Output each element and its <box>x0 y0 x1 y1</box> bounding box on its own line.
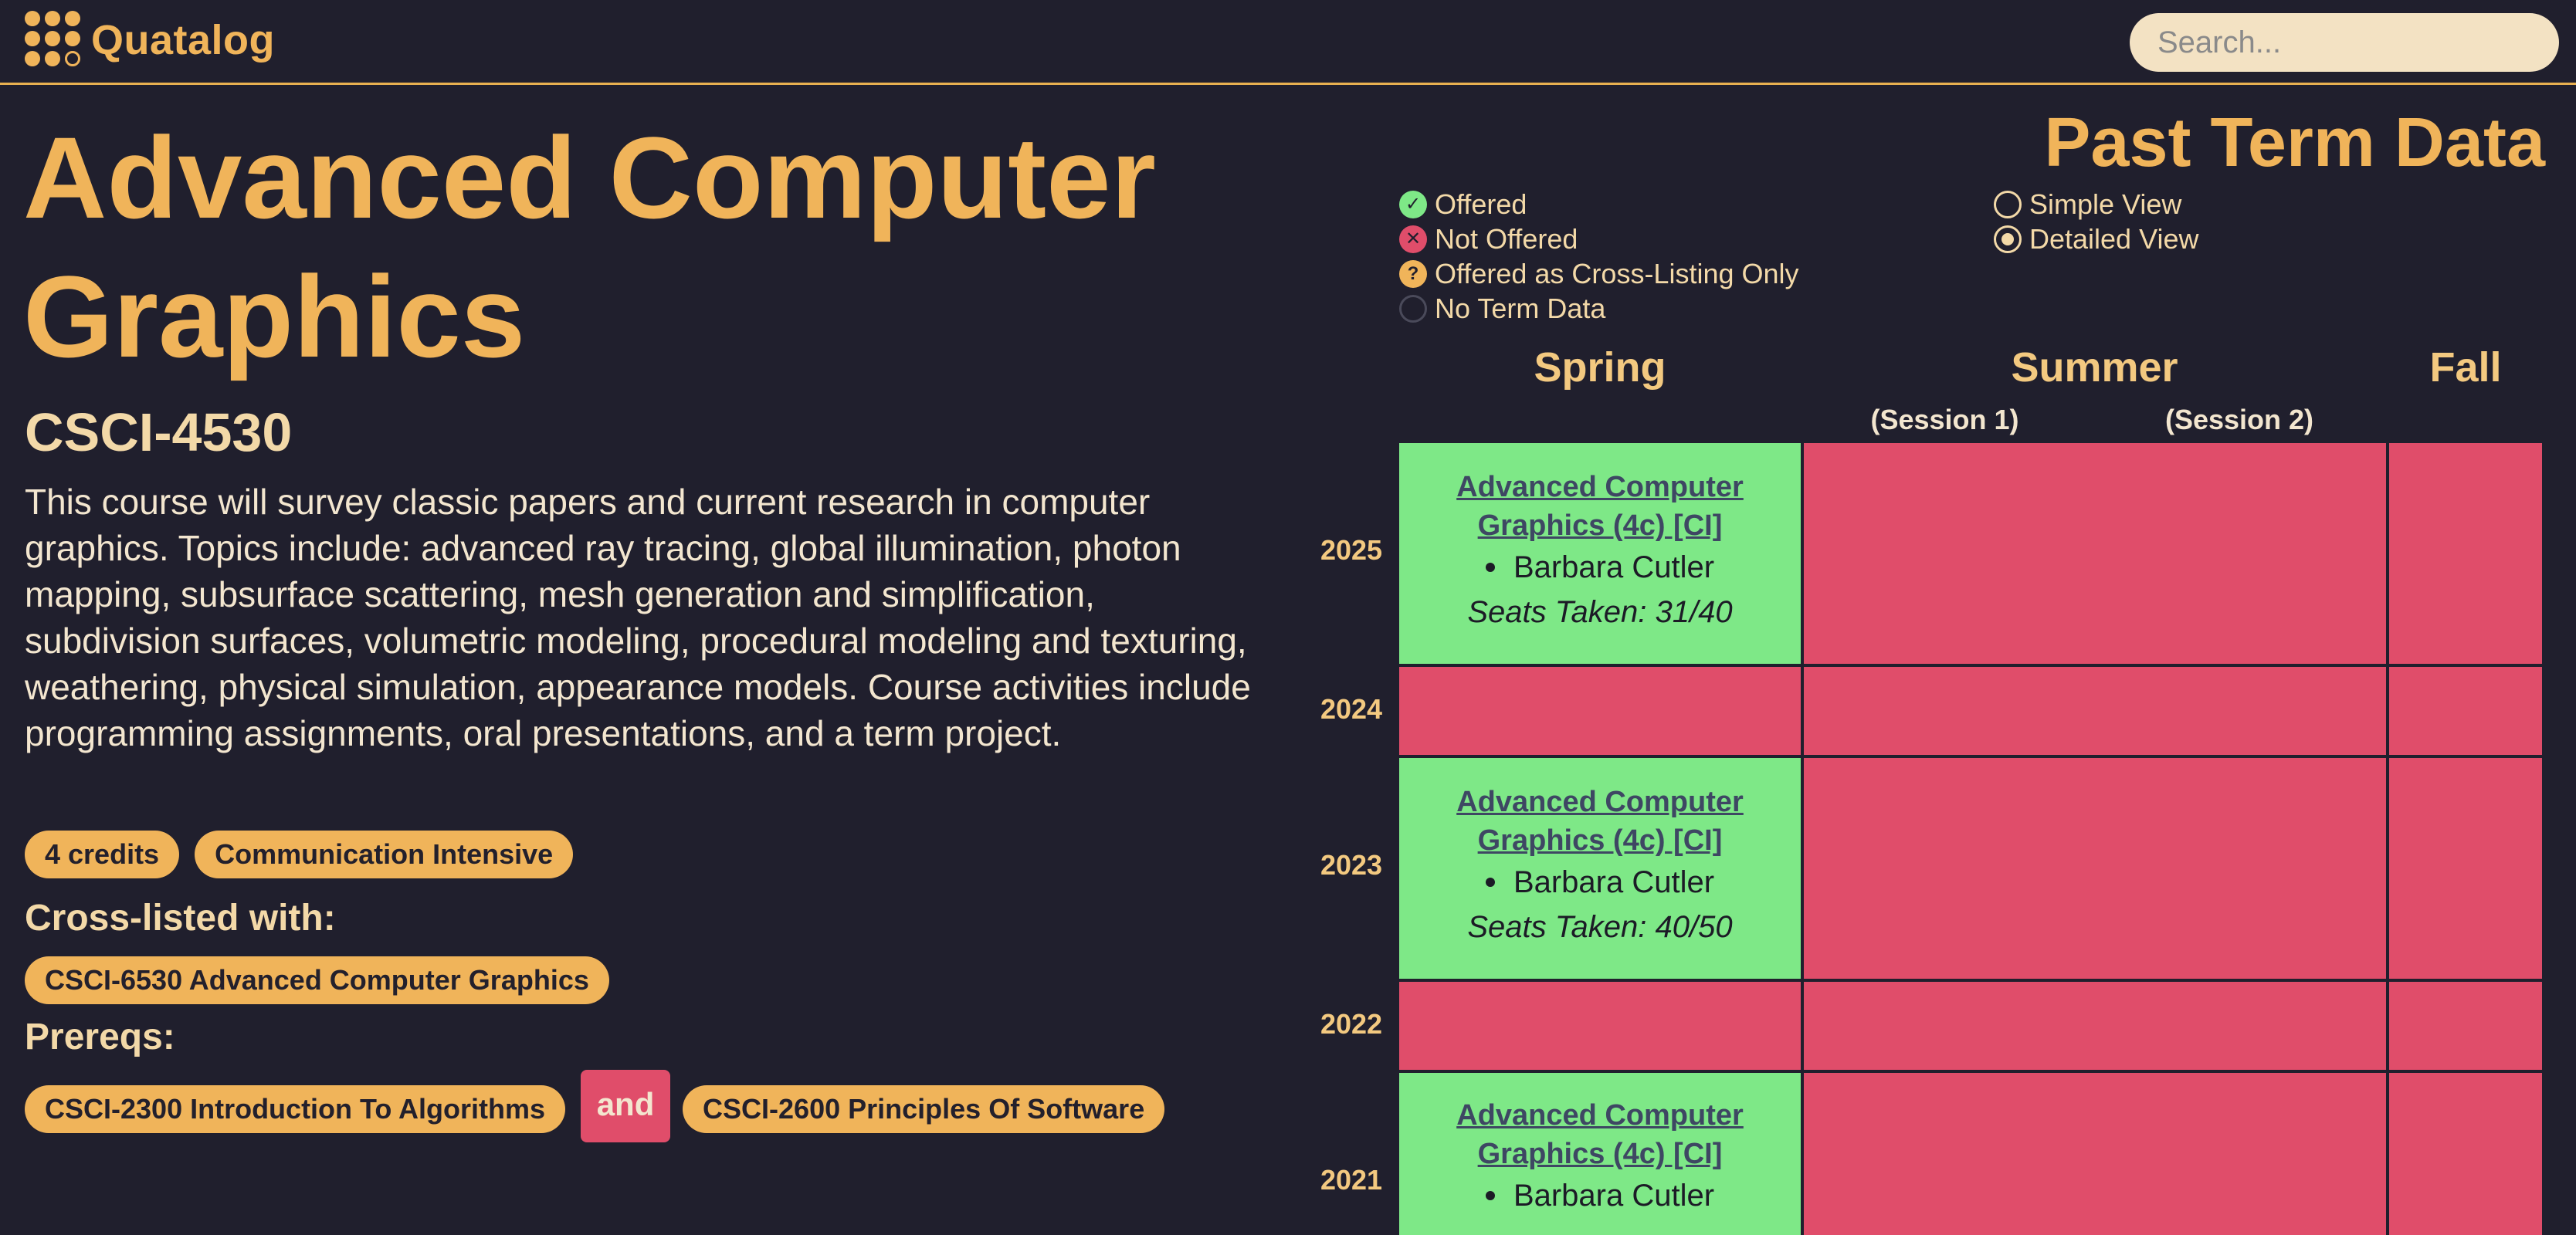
year-label-2021: 2021 <box>1320 1164 1383 1196</box>
instructor-item: Barbara Cutler <box>1399 860 1801 905</box>
instructor-item: Barbara Cutler <box>1399 1173 1801 1218</box>
year-label-2023: 2023 <box>1320 849 1383 881</box>
prereqs-heading: Prereqs: <box>25 1017 175 1057</box>
term-cell-spring-2022 <box>1399 982 1801 1070</box>
course-description: This course will survey classic papers a… <box>25 482 1251 753</box>
term-cell-spring-2024 <box>1399 667 1801 755</box>
app-name: Quatalog <box>91 17 276 63</box>
year-label-2024: 2024 <box>1320 693 1383 725</box>
simple-view-radio[interactable]: Simple View <box>1994 187 2198 222</box>
year-label-2022: 2022 <box>1320 1008 1383 1040</box>
term-cell-fall-2023 <box>2389 758 2542 979</box>
x-circle-icon: ✕ <box>1399 225 1427 253</box>
season-header-summer: Summer <box>2011 344 2178 391</box>
seats-taken: Seats Taken: 40/50 <box>1467 910 1733 944</box>
term-cell-spring-2023: Advanced Computer Graphics (4c) [CI] Bar… <box>1399 758 1801 979</box>
offering-course-link[interactable]: Advanced Computer Graphics (4c) [CI] <box>1456 786 1744 857</box>
seats-taken: Seats Taken: 31/40 <box>1467 595 1733 629</box>
view-toggle: Simple View Detailed View <box>1994 187 2198 256</box>
communication-intensive-badge: Communication Intensive <box>195 831 574 878</box>
prereq-course-link[interactable]: CSCI-2300 Introduction To Algorithms <box>25 1085 566 1133</box>
search-input[interactable] <box>2130 13 2559 72</box>
radio-selected-icon[interactable] <box>1994 225 2022 253</box>
offering-course-link[interactable]: Advanced Computer Graphics (4c) [CI] <box>1456 471 1744 542</box>
term-cell-summer-2025 <box>1804 443 2386 664</box>
term-cell-summer-2021 <box>1804 1073 2386 1235</box>
legend-no-term-data: No Term Data <box>1399 291 1799 326</box>
view-label: Detailed View <box>2029 222 2199 255</box>
course-tags: 4 credits Communication Intensive <box>25 831 574 878</box>
top-bar: Quatalog <box>0 0 2576 85</box>
instructor-name: Barbara Cutler <box>1513 550 1715 584</box>
term-cell-spring-2025: Advanced Computer Graphics (4c) [CI] Bar… <box>1399 443 1801 664</box>
term-legend: ✓ Offered ✕ Not Offered ? Offered as Cro… <box>1399 187 1799 326</box>
course-code: CSCI-4530 <box>25 402 293 462</box>
session-2-header: (Session 2) <box>2164 404 2314 435</box>
session-1-header: (Session 1) <box>1870 404 2019 435</box>
empty-circle-icon <box>1399 294 1427 323</box>
prereq-course-link[interactable]: CSCI-2600 Principles Of Software <box>683 1085 1165 1133</box>
quatalog-logo-icon <box>25 11 80 69</box>
legend-crosslisting-only: ? Offered as Cross-Listing Only <box>1399 256 1799 291</box>
term-cell-spring-2021: Advanced Computer Graphics (4c) [CI] Bar… <box>1399 1073 1801 1235</box>
instructor-item: Barbara Cutler <box>1399 545 1801 590</box>
prereq-and-joiner: and <box>581 1070 671 1142</box>
past-term-data-title: Past Term Data <box>2044 104 2545 181</box>
crosslisted-list: CSCI-6530 Advanced Computer Graphics <box>25 956 609 1004</box>
term-cell-fall-2024 <box>2389 667 2542 755</box>
detailed-view-radio[interactable]: Detailed View <box>1994 222 2198 256</box>
term-cell-fall-2025 <box>2389 443 2542 664</box>
legend-label: Not Offered <box>1435 222 1578 255</box>
legend-label: No Term Data <box>1435 292 1606 324</box>
credits-badge: 4 credits <box>25 831 180 878</box>
check-circle-icon: ✓ <box>1399 190 1427 218</box>
crosslisted-course-link[interactable]: CSCI-6530 Advanced Computer Graphics <box>25 956 609 1004</box>
legend-label: Offered <box>1435 188 1527 220</box>
legend-offered: ✓ Offered <box>1399 187 1799 222</box>
bullet-icon <box>1485 1191 1495 1200</box>
radio-unselected-icon[interactable] <box>1994 190 2022 218</box>
home-link[interactable]: Quatalog <box>25 11 275 69</box>
bullet-icon <box>1485 878 1495 887</box>
instructor-name: Barbara Cutler <box>1513 1179 1715 1213</box>
term-cell-summer-2022 <box>1804 982 2386 1070</box>
term-cell-fall-2021 <box>2389 1073 2542 1235</box>
view-label: Simple View <box>2029 188 2182 220</box>
year-label-2025: 2025 <box>1320 534 1383 566</box>
legend-label: Offered as Cross-Listing Only <box>1435 257 1799 289</box>
legend-not-offered: ✕ Not Offered <box>1399 222 1799 256</box>
offering-course-link[interactable]: Advanced Computer Graphics (4c) [CI] <box>1456 1099 1744 1170</box>
prereqs-list: CSCI-2300 Introduction To Algorithms and… <box>25 1070 1165 1149</box>
term-cell-summer-2023 <box>1804 758 2386 979</box>
crosslisted-heading: Cross-listed with: <box>25 898 336 939</box>
question-circle-icon: ? <box>1399 259 1427 288</box>
season-header-spring: Spring <box>1534 344 1666 391</box>
season-header-fall: Fall <box>2429 344 2502 391</box>
term-cell-summer-2024 <box>1804 667 2386 755</box>
instructor-name: Barbara Cutler <box>1513 865 1715 899</box>
term-cell-fall-2022 <box>2389 982 2542 1070</box>
course-title: Advanced Computer Graphics <box>23 113 1156 381</box>
bullet-icon <box>1485 563 1495 572</box>
